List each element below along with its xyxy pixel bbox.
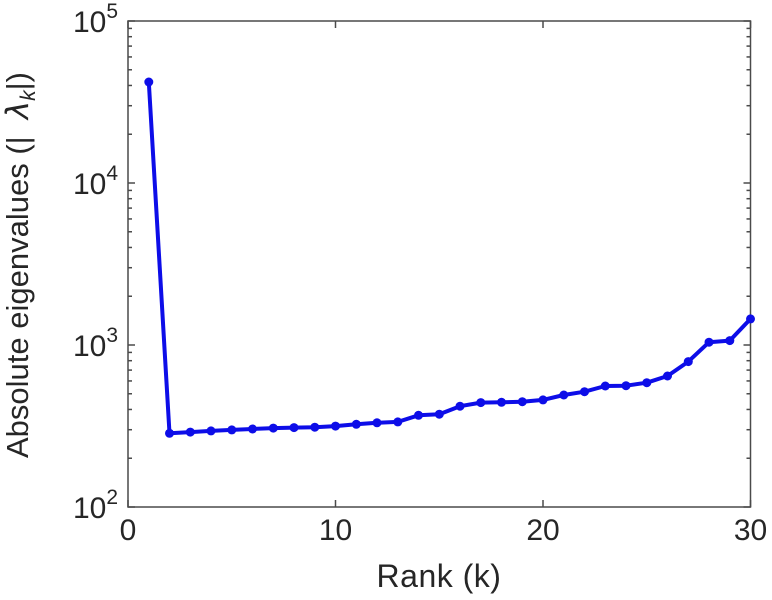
data-point-marker (227, 425, 237, 435)
data-point-marker (351, 419, 361, 429)
y-axis-label-text: Absolute eigenvalues (| (0, 136, 35, 458)
data-point-marker (268, 423, 278, 433)
data-point-marker (538, 395, 548, 405)
lambda-symbol: λ (0, 100, 36, 120)
x-tick-label: 0 (120, 514, 137, 547)
y-tick-label: 105 (73, 0, 118, 39)
data-point-marker (600, 381, 610, 391)
data-point-marker (497, 397, 506, 407)
data-point-marker (185, 427, 195, 437)
data-point-marker (310, 422, 320, 432)
data-point-marker (663, 371, 672, 381)
y-axis-label-close: |) (0, 72, 35, 91)
data-point-marker (414, 410, 423, 420)
axes (127, 20, 752, 508)
x-tick-label: 20 (526, 514, 559, 547)
data-point-marker (559, 390, 569, 400)
data-point-marker (704, 337, 714, 347)
series-line (146, 80, 753, 436)
data-point-marker (372, 418, 382, 428)
data-point-marker (725, 336, 735, 346)
x-tick-label: 30 (734, 514, 767, 547)
y-tick-label: 104 (73, 162, 118, 201)
data-point-marker (206, 426, 216, 436)
eigenvalue-series (144, 77, 755, 438)
data-point-marker (746, 314, 755, 324)
data-point-marker (683, 357, 693, 367)
lambda-subscript: k (17, 90, 40, 101)
data-point-marker (331, 421, 340, 431)
data-point-marker (455, 401, 465, 411)
data-point-marker (144, 77, 154, 87)
y-tick-label: 103 (73, 324, 118, 363)
plot-box (127, 20, 752, 508)
data-point-marker (165, 428, 174, 438)
x-axis-label: Rank (k) (376, 558, 502, 594)
data-point-marker (517, 397, 527, 407)
data-point-marker (289, 423, 299, 433)
tick-labels: 0 10 20 30 102 103 104 105 (73, 0, 767, 547)
data-point-marker (248, 424, 257, 434)
data-point-marker (642, 378, 652, 388)
data-point-marker (621, 381, 631, 391)
y-axis-label: Absolute eigenvalues (| λk|) (0, 15, 40, 515)
data-point-marker (476, 398, 486, 408)
y-tick-label: 102 (73, 486, 118, 525)
x-tick-label: 10 (319, 514, 352, 547)
data-point-marker (434, 409, 444, 419)
data-point-marker (580, 387, 589, 397)
data-point-marker (393, 417, 403, 427)
